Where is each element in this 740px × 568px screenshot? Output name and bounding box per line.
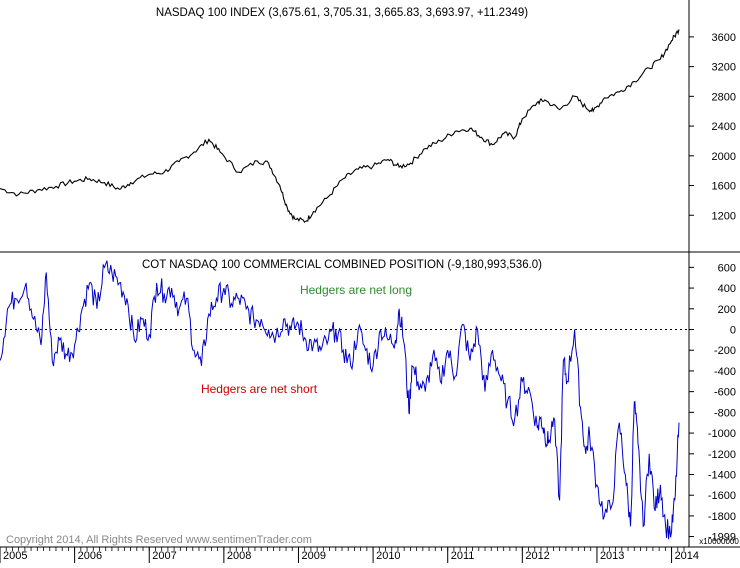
copyright-text: Copyright 2014, All Rights Reserved www.…: [6, 534, 312, 546]
x-tick-label: 2006: [78, 550, 102, 562]
index-y-tick-label: 3600: [712, 32, 736, 44]
x-tick-label: 2007: [152, 550, 176, 562]
cot-y-tick-label: -1000: [708, 428, 736, 440]
cot-y-tick-label: -1400: [708, 470, 736, 482]
cot-y-tick-label: 600: [718, 262, 736, 274]
index-y-tick-label: 2000: [712, 151, 736, 163]
x-tick-label: 2008: [227, 550, 251, 562]
cot-y-tick-label: -600: [714, 387, 736, 399]
cot-y-tick-label: -1200: [708, 449, 736, 461]
cot-title: COT NASDAQ 100 COMMERCIAL COMBINED POSIT…: [142, 259, 542, 271]
index-y-tick-label: 3200: [712, 62, 736, 74]
index-y-tick-label: 1200: [712, 210, 736, 222]
x-tick-label: 2012: [525, 550, 549, 562]
cot-series-line: [0, 260, 680, 540]
x-tick-label: 2013: [600, 550, 624, 562]
axis-multiplier: x10000000: [699, 537, 739, 546]
x-axis: 2005 2006 2007 2008 2009 2010 2011 2012 2013 2014: [0, 546, 740, 563]
cot-y-tick-label: -1800: [708, 511, 736, 523]
cot-y-axis: 600 400 200 0 -200 -400 -600 -800 -1000 -1200 -140…: [689, 262, 736, 544]
index-y-tick-label: 1600: [712, 181, 736, 193]
cot-y-tick-label: -200: [714, 345, 736, 357]
cot-y-tick-label: -800: [714, 407, 736, 419]
index-y-tick-label: 2800: [712, 91, 736, 103]
x-tick-label: 2014: [675, 550, 699, 562]
index-panel: NASDAQ 100 INDEX (3,675.61, 3,705.31, 3,…: [0, 7, 736, 223]
cot-y-tick-label: -1600: [708, 490, 736, 502]
cot-y-tick-label: 200: [718, 304, 736, 316]
annotation-net-long: Hedgers are net long: [300, 283, 412, 297]
annotation-net-short: Hedgers are net short: [201, 382, 318, 396]
cot-panel: COT NASDAQ 100 COMMERCIAL COMBINED POSIT…: [0, 259, 739, 546]
index-title: NASDAQ 100 INDEX (3,675.61, 3,705.31, 3,…: [156, 7, 528, 19]
cot-y-tick-label: 400: [718, 283, 736, 295]
cot-y-tick-label: -1999: [708, 532, 736, 544]
cot-y-tick-label: -400: [714, 366, 736, 378]
index-y-tick-label: 2400: [712, 121, 736, 133]
x-axis-ticks: 2005 2006 2007 2008 2009 2010 2011 2012 2013 2014: [0, 547, 699, 563]
index-series-line: [0, 29, 680, 223]
x-tick-label: 2005: [3, 550, 27, 562]
index-y-axis: 1200 1600 2000 2400 2800 3200 3600: [689, 32, 736, 222]
cot-y-tick-label: 0: [730, 325, 736, 337]
x-tick-label: 2010: [376, 550, 400, 562]
x-tick-label: 2009: [301, 550, 325, 562]
x-tick-label: 2011: [451, 550, 475, 562]
